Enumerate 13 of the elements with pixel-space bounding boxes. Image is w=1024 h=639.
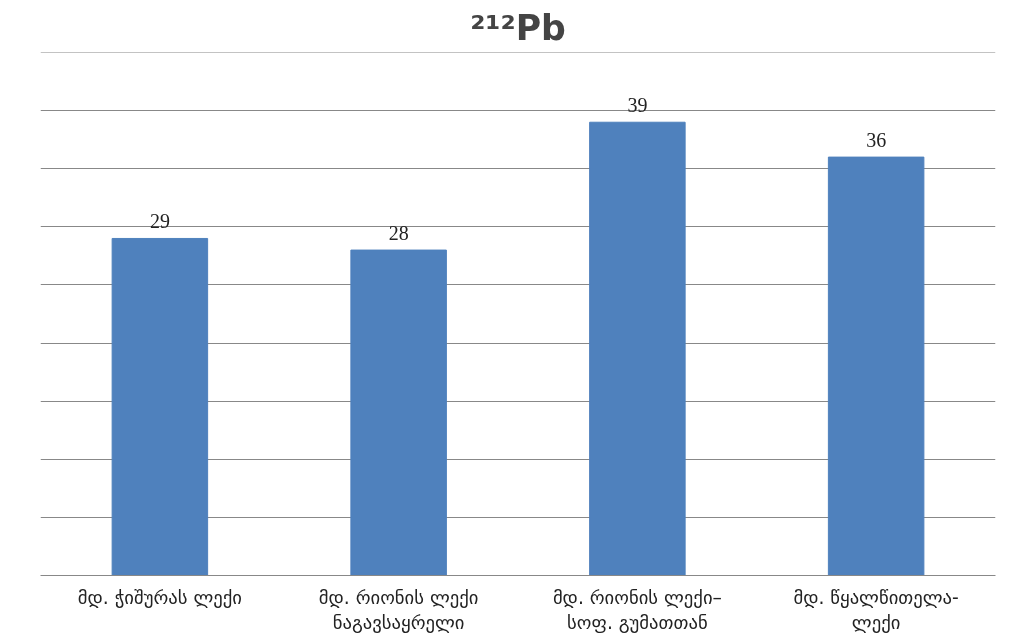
- chart-title: ²¹²Pb: [470, 7, 566, 48]
- bar: [589, 121, 686, 576]
- data-label: 29: [149, 210, 170, 233]
- x-tick-label: მდ. ჭიშურას ლექი: [77, 586, 242, 608]
- data-label: 28: [388, 222, 409, 245]
- bar: [350, 249, 447, 576]
- data-label: 39: [627, 94, 648, 117]
- x-tick-label: მდ. რიონის ლექი– სოფ. გუმათთან: [552, 586, 722, 633]
- bar: [111, 237, 209, 576]
- x-tick-label: მდ. რიონის ლექი ნაგავსაყრელი: [318, 586, 479, 633]
- data-label: 36: [866, 129, 887, 152]
- x-tick-label: მდ. წყალწითელა- ლექი: [793, 586, 959, 633]
- bar: [827, 156, 925, 576]
